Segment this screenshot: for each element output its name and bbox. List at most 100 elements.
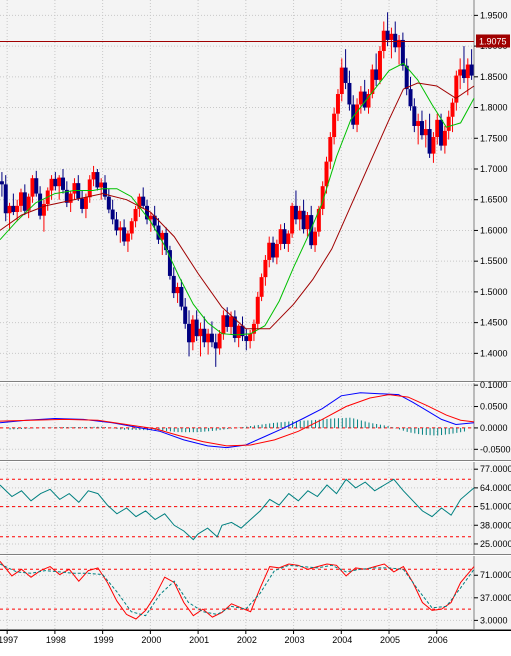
candle-body: [206, 333, 211, 343]
candle-body: [7, 205, 12, 214]
candle-body: [61, 177, 66, 190]
candle-body: [103, 182, 108, 197]
macd-panel-bg: [0, 383, 511, 460]
candle-body: [34, 178, 39, 194]
candle-body: [190, 319, 195, 343]
candle-body: [30, 178, 35, 197]
candle-body: [267, 242, 272, 260]
candle-body: [435, 119, 440, 138]
candle-body: [91, 172, 96, 180]
candle-body: [3, 184, 8, 214]
candle-body: [293, 205, 298, 220]
candle-body: [122, 227, 127, 242]
candle-body: [454, 75, 459, 103]
candle-body: [80, 198, 85, 209]
rsi-y-tick-label: 77.0000: [480, 464, 511, 474]
macd-y-tick-label: 0.0500: [480, 402, 508, 412]
candle-body: [362, 91, 367, 108]
price-y-tick-label: 1.9500: [480, 10, 508, 20]
candle-body: [263, 259, 268, 278]
x-tick-label-2002: 2002: [237, 635, 257, 645]
x-tick-label-2003: 2003: [285, 635, 305, 645]
candle-body: [202, 328, 207, 343]
candle-body: [141, 196, 146, 206]
candle-body: [309, 215, 314, 246]
candle-body: [232, 316, 237, 338]
candle-body: [53, 178, 58, 187]
stochastic-pct-K-line: [0, 560, 475, 620]
candle-body: [187, 323, 192, 343]
candle-body: [255, 296, 260, 324]
candle-body: [160, 232, 165, 240]
candle-body: [282, 229, 287, 244]
candle-body: [385, 30, 390, 40]
candle-body: [320, 186, 325, 209]
candle-body: [236, 325, 241, 338]
price-y-tick-label: 1.8500: [480, 72, 508, 82]
current-price-badge: [476, 34, 510, 48]
candle-body: [179, 286, 184, 307]
candle-body: [305, 215, 310, 230]
candle-body: [87, 179, 92, 198]
candle-body: [374, 69, 379, 80]
price-y-tick-label: 1.4000: [480, 348, 508, 358]
candle-body: [370, 69, 375, 95]
candle-body: [209, 333, 214, 343]
rsi-y-tick-label: 64.0000: [480, 483, 511, 493]
stochastic-panel-bg: [0, 556, 511, 629]
candle-body: [15, 205, 20, 213]
rsi-y-tick-label: 25.0000: [480, 539, 511, 549]
rsi-y-tick-label: 51.0000: [480, 502, 511, 512]
candle-body: [229, 316, 234, 327]
candle-body: [38, 193, 43, 216]
macd-histogram-group: [9, 417, 465, 436]
candle-body: [83, 197, 88, 209]
candle-body: [248, 333, 253, 342]
candle-body: [301, 210, 306, 230]
price-y-tick-label: 1.7000: [480, 164, 508, 174]
rsi-panel-bg: [0, 462, 511, 554]
candle-body: [427, 129, 432, 154]
candle-body: [278, 229, 283, 244]
candle-body: [137, 196, 142, 209]
candle-body: [450, 102, 455, 117]
candle-body: [274, 243, 279, 258]
candle-body: [167, 250, 172, 276]
candle-body: [431, 137, 436, 154]
fast-moving-average-line: [0, 62, 475, 336]
candle-body: [393, 33, 398, 48]
time-axis-band: [0, 630, 511, 651]
candle-body: [469, 64, 474, 76]
price-y-tick-label: 1.4500: [480, 318, 508, 328]
macd-y-tick-label: -0.0500: [480, 444, 511, 454]
candle-body: [95, 172, 100, 188]
candle-body: [133, 208, 138, 222]
macd-macd-line: [0, 392, 475, 449]
candle-body: [129, 221, 134, 234]
candle-body: [240, 325, 245, 337]
candle-body: [313, 231, 318, 246]
candle-body: [171, 275, 176, 294]
candle-body: [442, 130, 447, 146]
candle-body: [64, 189, 69, 203]
candle-body: [461, 69, 466, 79]
candle-body: [72, 183, 77, 194]
candle-body: [355, 104, 360, 125]
x-tick-label-1999: 1999: [94, 635, 114, 645]
rsi-y-tick-label: 38.0000: [480, 520, 511, 530]
candle-body: [19, 192, 24, 206]
candle-body: [99, 182, 104, 188]
candle-body: [423, 129, 428, 136]
candle-body: [332, 113, 337, 138]
price-y-tick-label: 1.5500: [480, 256, 508, 266]
stochastic-y-tick-label: 71.0000: [480, 570, 511, 580]
macd-y-tick-label: 0.1000: [480, 380, 508, 390]
x-tick-label-2001: 2001: [189, 635, 209, 645]
x-tick-label-2004: 2004: [332, 635, 352, 645]
candle-body: [408, 89, 413, 107]
candle-body: [114, 219, 119, 231]
candle-body: [412, 106, 417, 126]
x-tick-label-1998: 1998: [46, 635, 66, 645]
